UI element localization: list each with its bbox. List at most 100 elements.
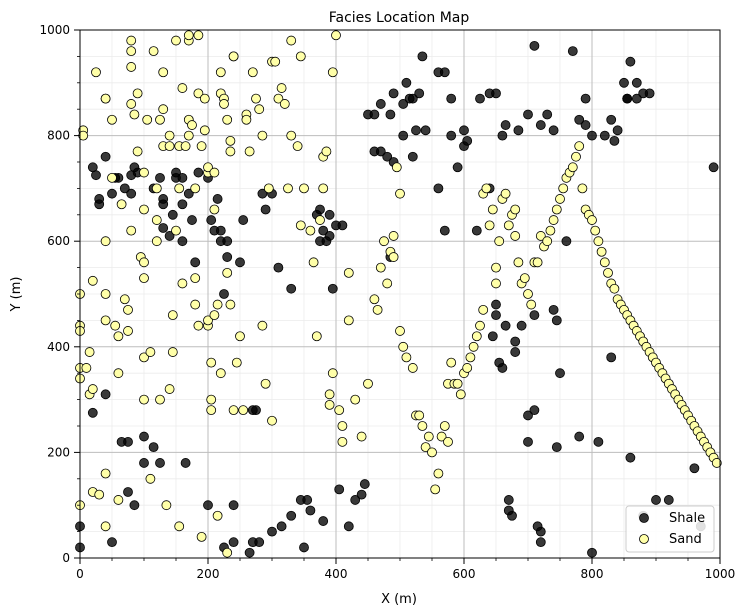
shale-point [631,93,642,104]
shale-point [91,170,101,181]
sand-point [283,183,293,194]
shale-point [327,283,338,294]
sand-point [609,283,620,294]
shale-point [446,93,457,104]
shale-point [254,537,265,548]
sand-point [171,35,181,46]
shale-point [644,88,655,99]
sand-point [183,130,194,141]
sand-point [305,225,316,236]
shale-point [267,526,277,537]
shale-point [491,299,501,310]
sand-point [206,357,217,368]
sand-point [526,299,537,310]
sand-point [590,225,601,236]
shale-point [599,130,610,141]
sand-point [209,204,220,215]
sand-point [254,104,265,115]
sand-point [503,220,514,231]
sand-point [107,172,117,183]
sand-point [382,278,393,289]
shale-point [177,172,188,183]
sand-point [222,114,233,125]
shale-point [177,236,188,247]
sand-point [251,93,261,104]
sand-point [334,405,345,416]
x-tick-label: 0 [76,567,84,581]
sand-point [356,431,367,442]
sand-point [542,236,553,247]
sand-point [535,231,546,241]
sand-point [427,447,437,458]
shale-point [148,442,159,453]
sand-point [369,294,380,305]
sand-point [462,363,473,373]
shale-point [401,77,412,88]
shale-point [260,204,271,215]
sand-point [238,405,249,416]
x-axis-ticks: 0 200 400 600 800 1000 [76,558,735,581]
sand-point [593,236,604,247]
sand-point [177,83,188,93]
sand-point [190,183,201,194]
shale-point [507,510,517,521]
shale-point [510,347,521,357]
sand-point [263,183,274,194]
shale-point [580,93,591,104]
sand-point [164,384,175,394]
shale-point [171,167,181,178]
y-axis-ticks: 0 200 400 600 800 1000 [39,23,80,565]
sand-point [478,304,489,315]
sand-point [180,141,191,152]
sand-point [398,341,409,352]
shale-point [523,410,533,421]
sand-point [711,458,722,468]
shale-point [251,405,261,416]
sand-point [599,257,610,268]
sand-point [276,83,287,93]
sand-point [491,278,501,289]
sand-point [500,188,511,199]
shale-point [139,431,149,442]
sand-point [123,304,133,315]
y-tick-label: 800 [47,129,70,143]
sand-point [203,315,213,326]
shale-point [375,146,386,157]
sand-point [603,267,613,278]
shale-point [471,225,482,236]
y-tick-label: 600 [47,234,70,248]
sand-point [126,35,137,46]
shale-point [183,188,194,199]
sand-point [420,442,431,453]
sand-point [321,146,332,157]
shale-point [100,389,111,400]
shale-point [107,188,117,199]
shale-point [167,209,178,220]
shale-point [587,130,597,141]
sand-point [225,299,236,310]
sand-point [132,88,143,99]
shale-point [420,125,431,136]
sand-point [139,352,149,363]
shale-point [609,135,620,146]
sand-point [100,521,111,532]
sand-point [324,399,335,410]
sand-point [145,347,156,357]
sand-point [311,331,322,342]
sand-point [295,51,306,62]
sand-point [193,88,204,99]
shale-point [343,521,354,532]
shale-point [513,125,524,136]
sand-point [484,220,495,231]
sand-point [161,500,172,511]
sand-point [215,368,226,379]
sand-point [401,352,412,363]
shale-point [612,125,623,136]
sand-point [391,162,402,173]
sand-point [491,262,501,273]
shale-point [535,120,546,130]
shale-point [158,223,169,233]
shale-point [567,46,578,57]
sand-point [343,267,354,278]
y-tick-label: 400 [47,340,70,354]
